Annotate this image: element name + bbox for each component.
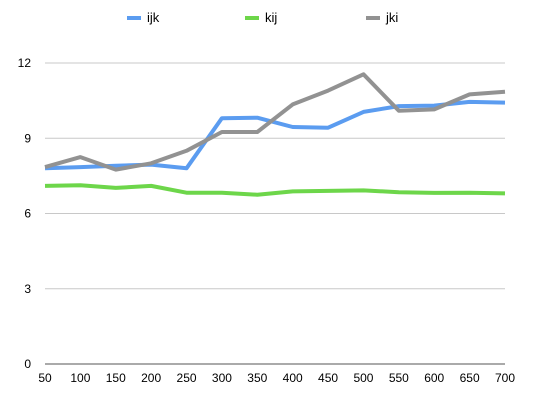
- y-tick-label: 12: [18, 56, 32, 70]
- legend-label-ijk: ijk: [147, 10, 160, 25]
- gridlines: [45, 62, 505, 365]
- x-tick-label: 700: [495, 371, 515, 385]
- x-tick-label: 550: [389, 371, 409, 385]
- legend-label-jki: jki: [385, 10, 398, 25]
- x-tick-label: 450: [318, 371, 338, 385]
- x-axis-tick-labels: 50 100 150 200 250 300 350 400 450 500 550 600 650 70…: [38, 371, 515, 385]
- x-tick-label: 250: [177, 371, 197, 385]
- x-tick-label: 100: [70, 371, 90, 385]
- x-tick-label: 50: [38, 371, 52, 385]
- series-line-ijk: [44, 99, 506, 171]
- y-tick-label: 0: [24, 357, 31, 371]
- legend-label-kij: kij: [265, 10, 277, 25]
- x-tick-label: 650: [460, 371, 480, 385]
- y-tick-label: 9: [24, 131, 31, 145]
- x-tick-label: 500: [353, 371, 373, 385]
- y-tick-label: 6: [24, 207, 31, 221]
- series-lines: [44, 72, 506, 197]
- series-line-jki: [44, 72, 506, 172]
- x-tick-label: 200: [141, 371, 161, 385]
- legend: ijk kij jki: [127, 10, 398, 25]
- x-tick-label: 400: [283, 371, 303, 385]
- y-tick-label: 3: [24, 282, 31, 296]
- x-tick-label: 600: [424, 371, 444, 385]
- x-tick-label: 300: [212, 371, 232, 385]
- series-line-kij: [44, 183, 506, 197]
- x-tick-label: 350: [247, 371, 267, 385]
- y-axis-tick-labels: 0 3 6 9 12: [18, 56, 32, 371]
- x-tick-label: 150: [106, 371, 126, 385]
